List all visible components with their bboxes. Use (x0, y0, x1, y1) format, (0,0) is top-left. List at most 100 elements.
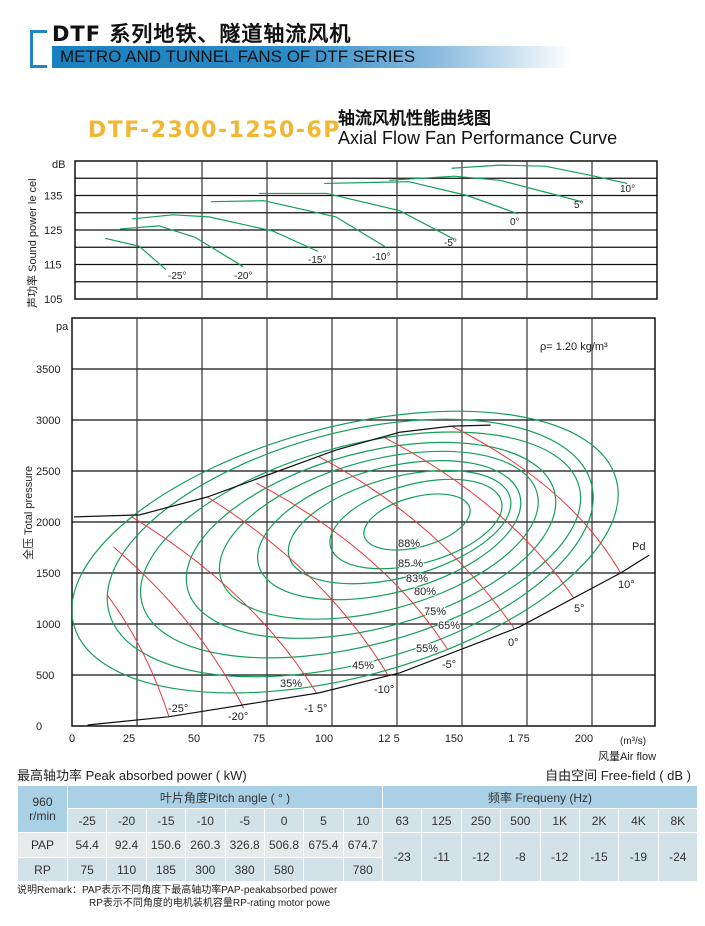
pap-cell: 506.8 (263, 832, 305, 858)
efficiency-contour (329, 478, 503, 570)
pitch-angle-curve (106, 594, 170, 717)
rp-cell: 75 (66, 857, 108, 882)
noise-cell: -12 (539, 832, 580, 882)
noise-cell: -12 (460, 832, 502, 882)
sound-curve (120, 225, 244, 268)
pitch-angle-cell: -15 (145, 808, 187, 833)
row-label-pap: PAP (17, 832, 68, 858)
performance-table: 960 r/min 叶片角度Pitch angle ( ° ) 频率 Freque… (17, 785, 699, 882)
efficiency-label: 55% (416, 643, 438, 655)
efficiency-contour (185, 441, 557, 639)
rp-cell: 380 (224, 857, 265, 882)
chart-title-cn: 轴流风机性能曲线图 (338, 109, 491, 129)
efficiency-contour (363, 493, 471, 551)
flow-x-tick-label: 50 (188, 733, 200, 745)
sound-curve-label: -20° (234, 271, 252, 282)
flow-x-tick-label: 75 (253, 733, 265, 745)
frequency-cell: 500 (500, 808, 541, 833)
frequency-cell: 8K (657, 808, 699, 833)
pressure-y-unit: pa (56, 321, 69, 333)
air-density-annotation: ρ= 1.20 kg/m³ (540, 341, 608, 353)
remark-line-1: 说明Remark：PAP表示不同角度下最高轴功率PAP-peakabsorbed… (17, 885, 338, 896)
flow-x-tick-label: 100 (315, 733, 333, 745)
sound-curve (131, 214, 319, 252)
frequency-header: 频率 Frequeny (Hz) (382, 785, 698, 809)
pitch-angle-curve (451, 425, 622, 574)
pitch-angle-curve (113, 546, 245, 709)
efficiency-contour (218, 450, 539, 620)
rp-cell: 780 (342, 857, 384, 882)
pap-cell: 326.8 (224, 832, 265, 858)
frequency-cell: 125 (421, 808, 462, 833)
efficiency-contour (287, 469, 512, 585)
noise-cell: -15 (578, 832, 620, 882)
flow-x-tick-label: 25 (123, 733, 135, 745)
sound-curve (259, 192, 455, 240)
pap-cell: 675.4 (303, 832, 344, 858)
noise-cell: -19 (618, 832, 659, 882)
pitch-angle-label: 5° (574, 603, 585, 615)
frequency-cell: 2K (578, 808, 620, 833)
pitch-angle-curve (383, 436, 575, 599)
stall-limit-line (74, 424, 491, 518)
flow-x-unit: (m³/s) (620, 736, 646, 747)
efficiency-label: 85 % (398, 558, 423, 570)
efficiency-label: 88% (398, 538, 420, 550)
flow-x-tick-label: 200 (575, 733, 593, 745)
sound-y-axis-label: 声功率 Sound power le cel (25, 178, 39, 308)
rp-cell: 110 (106, 857, 147, 882)
sound-y-tick-label: 125 (44, 225, 62, 237)
title-banner (52, 46, 572, 68)
speed-value: 960 (32, 795, 53, 809)
pap-cell: 674.7 (342, 832, 384, 858)
efficiency-label: 65% (438, 620, 460, 632)
pressure-y-tick-label: 3500 (36, 364, 60, 376)
pitch-angle-label: -25° (168, 703, 188, 715)
pitch-angle-label: 0° (508, 637, 519, 649)
sound-curve (104, 237, 167, 271)
flow-x-tick-label: 0 (69, 733, 75, 745)
row-label-rp: RP (17, 857, 68, 882)
peak-power-label: 最高轴功率 Peak absorbed power ( kW) (17, 768, 247, 783)
pressure-y-tick-label: 2500 (36, 466, 60, 478)
free-field-label: 自由空间 Free-field ( dB ) (545, 768, 691, 783)
sound-curve-label: -5° (444, 238, 457, 249)
pressure-y-tick-label: 1500 (36, 568, 60, 580)
remark-line-2: RP表示不同角度的电机装机容量RP-rating motor powe (89, 898, 331, 909)
sound-curve-label: 5° (574, 200, 584, 211)
pitch-angle-label: -5° (442, 659, 456, 671)
table-row-rp: RP 75 110 185 300 380 580 780 (17, 857, 698, 882)
table-header-row: 960 r/min 叶片角度Pitch angle ( ° ) 频率 Freque… (17, 785, 698, 833)
speed-unit: r/min (29, 809, 56, 823)
noise-cell: -23 (381, 832, 423, 882)
pitch-angle-label: -20° (228, 711, 248, 723)
efficiency-label: 35% (280, 678, 302, 690)
sound-y-tick-label: 115 (44, 260, 62, 272)
rp-cell (303, 857, 344, 882)
efficiency-label: 80% (414, 586, 436, 598)
sound-y-unit: dB (52, 159, 65, 171)
pitch-angle-label: 10° (618, 579, 635, 591)
pap-cell: 54.4 (66, 832, 108, 858)
efficiency-contour (139, 431, 582, 659)
pitch-angle-label: -10° (374, 684, 394, 696)
pap-cell: 92.4 (106, 832, 147, 858)
sound-y-tick-label: 105 (44, 294, 62, 306)
pitch-angle-cell: -25 (66, 808, 108, 833)
pitch-angle-cell: 10 (342, 808, 384, 833)
pitch-angle-cell: 5 (303, 808, 344, 833)
flow-x-tick-label: 150 (445, 733, 463, 745)
pitch-angle-curve (318, 456, 515, 629)
pressure-y-tick-label: 2000 (36, 517, 60, 529)
sound-curve (389, 175, 582, 203)
pitch-angle-header: 叶片角度Pitch angle ( ° ) (67, 785, 383, 809)
dynamic-pressure-line (87, 554, 650, 726)
pd-line-label: Pd (632, 541, 645, 553)
pressure-y-tick-label: 0 (36, 721, 42, 733)
pitch-angle-cell: 0 (263, 808, 305, 833)
sound-curve-label: 0° (510, 217, 520, 228)
page-title-cn: DTF 系列地铁、隧道轴流风机 (52, 22, 352, 46)
rp-cell: 185 (145, 857, 187, 882)
frequency-cell: 1K (539, 808, 580, 833)
